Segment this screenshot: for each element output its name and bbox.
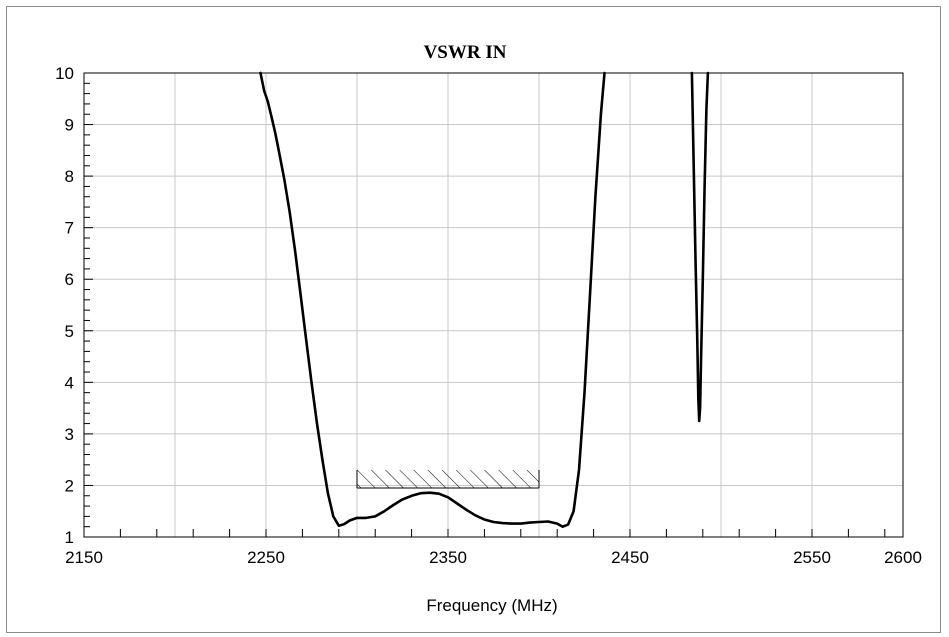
x-tick-label: 2150	[65, 548, 103, 567]
x-tick-label: 2350	[429, 548, 467, 567]
chart-title: VSWR IN	[424, 42, 507, 63]
hatched-band	[357, 469, 539, 489]
y-tick-label: 8	[65, 167, 74, 186]
x-tick-label: 2600	[884, 548, 922, 567]
y-tick-label: 3	[65, 425, 74, 444]
y-tick-label: 10	[55, 64, 74, 83]
y-tick-label: 4	[65, 373, 74, 392]
vswr-curve	[259, 71, 606, 529]
y-tick-label: 5	[65, 322, 74, 341]
chart-frame: VSWR IN 2150 2250 2350 2450 2550 2600 1 2 3 4 5 6 7…	[6, 6, 941, 633]
vswr-chart: VSWR IN 2150 2250 2350 2450 2550 2600 1 2 3 4 5 6 7…	[55, 42, 922, 615]
x-tick-label: 2550	[793, 548, 831, 567]
x-tick-label: 2250	[247, 548, 285, 567]
y-tick-label: 9	[65, 116, 74, 135]
y-tick-label: 7	[65, 219, 74, 238]
vswr-curve	[690, 71, 710, 423]
minor-ticks	[84, 82, 886, 537]
spec-band-annotation	[356, 469, 540, 489]
y-tick-labels: 1 2 3 4 5 6 7 8 9 10	[55, 64, 74, 547]
x-tick-labels: 2150 2250 2350 2450 2550 2600	[65, 548, 922, 567]
grid-lines	[84, 73, 903, 537]
plot-area-border	[83, 72, 904, 538]
y-tick-label: 6	[65, 270, 74, 289]
x-tick-label: 2450	[611, 548, 649, 567]
series-group	[259, 71, 710, 529]
x-axis-label: Frequency (MHz)	[426, 596, 557, 615]
y-tick-label: 1	[65, 528, 74, 547]
y-tick-label: 2	[65, 476, 74, 495]
